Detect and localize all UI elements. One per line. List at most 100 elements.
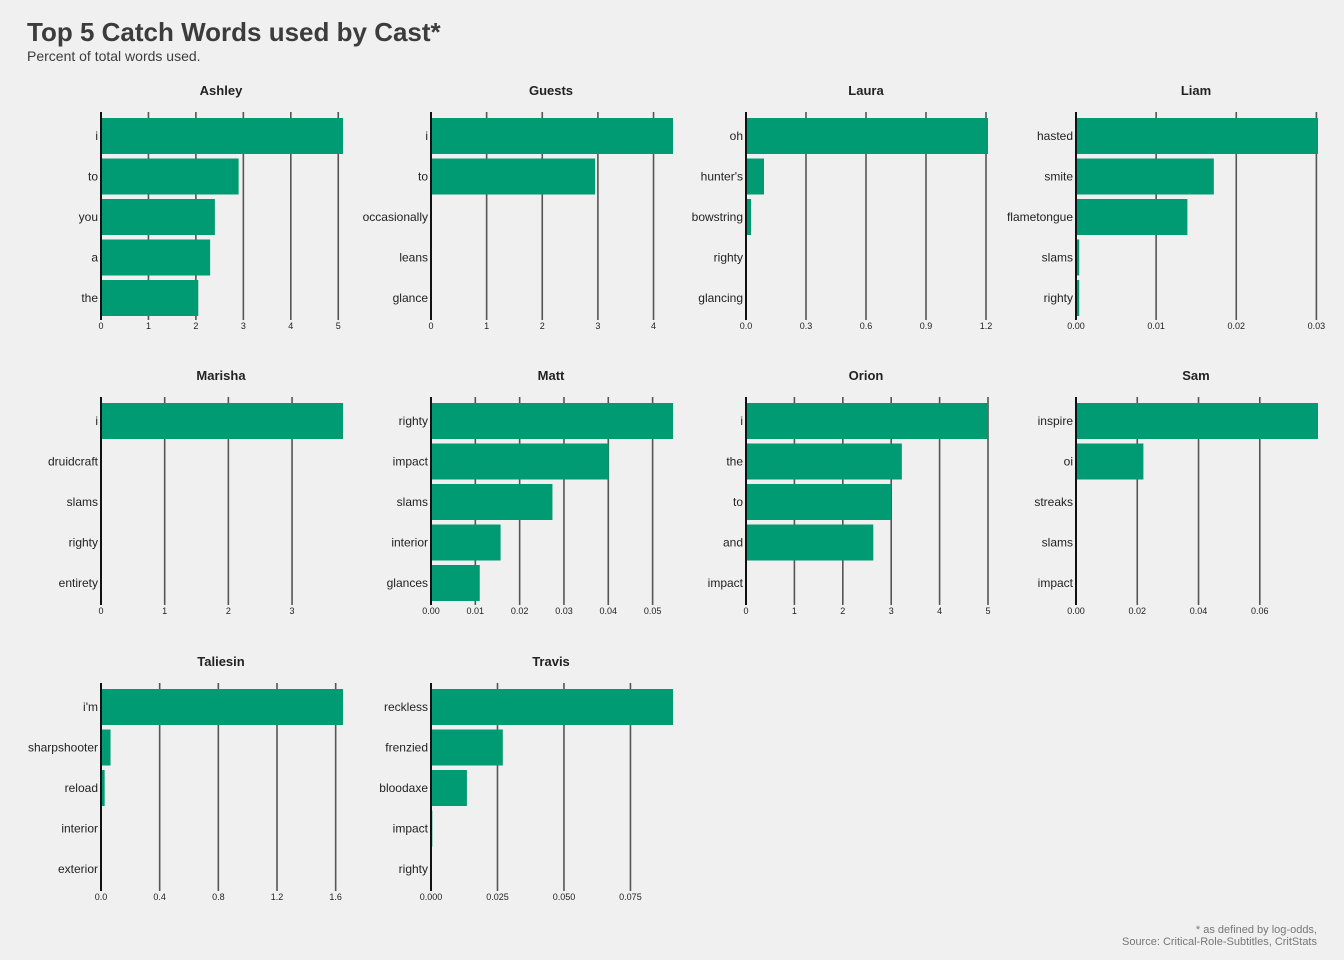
tick-label: 0.8	[212, 892, 225, 902]
tick-label: 3	[290, 606, 295, 616]
bar-laura-hunter-s	[746, 158, 764, 195]
tick-label: 2	[840, 606, 845, 616]
bar-ashley-i	[101, 118, 343, 154]
tick-label: 0.03	[555, 606, 573, 616]
panel-liam: Liam 0.00 0.01 0.02 0.03 hasted smite flametong…	[1007, 83, 1325, 331]
tick-label: 0.9	[920, 321, 933, 331]
panel-laura: Laura 0.0 0.3 0.6 0.9 1.2 oh hunter's bowstring r…	[692, 83, 993, 331]
chart-caption: * as defined by log-odds, Source: Critic…	[1122, 924, 1317, 948]
tick-label: 1.2	[271, 892, 284, 902]
bar-travis-bloodaxe	[431, 770, 467, 806]
tick-label: 5	[336, 321, 341, 331]
category-label: and	[723, 536, 743, 550]
category-label: i	[425, 129, 428, 143]
caption-definition: * as defined by log-odds,	[1195, 924, 1317, 936]
category-label: to	[418, 170, 428, 184]
bar-orion-and	[746, 524, 874, 561]
bar-ashley-a	[101, 239, 211, 276]
panel-title-matt: Matt	[538, 368, 565, 383]
category-label: i'm	[83, 700, 98, 714]
tick-label: 0.0	[95, 892, 108, 902]
category-label: impact	[708, 576, 744, 590]
bar-matt-interior	[431, 524, 501, 561]
tick-label: 4	[288, 321, 293, 331]
tick-label: 3	[595, 321, 600, 331]
tick-label: 0.0	[740, 321, 753, 331]
bar-matt-righty	[431, 403, 673, 439]
bar-travis-reckless	[431, 689, 673, 725]
bar-orion-i	[746, 403, 988, 439]
category-label: to	[733, 495, 743, 509]
tick-label: 0.01	[1147, 321, 1165, 331]
panel-taliesin: Taliesin 0.0 0.4 0.8 1.2 1.6 i'm sharpshooter re…	[28, 654, 343, 902]
tick-label: 0.02	[1129, 606, 1147, 616]
bar-liam-hasted	[1076, 118, 1318, 154]
category-label: oi	[1064, 455, 1073, 469]
bar-liam-flametongue	[1076, 199, 1188, 235]
category-label: i	[95, 129, 98, 143]
tick-label: 0.6	[860, 321, 873, 331]
category-label: exterior	[58, 862, 98, 876]
panel-title-ashley: Ashley	[200, 83, 243, 98]
category-label: slams	[397, 495, 428, 509]
tick-label: 0.00	[1067, 606, 1085, 616]
panel-title-laura: Laura	[848, 83, 884, 98]
bar-laura-bowstring	[746, 199, 751, 235]
bar-ashley-to	[101, 158, 239, 195]
category-label: righty	[1044, 291, 1073, 305]
tick-label: 0	[98, 606, 103, 616]
tick-label: 0.05	[644, 606, 662, 616]
category-label: streaks	[1034, 495, 1073, 509]
bar-taliesin-reload	[101, 770, 105, 806]
tick-label: 0.025	[486, 892, 509, 902]
tick-label: 1	[792, 606, 797, 616]
tick-label: 0	[98, 321, 103, 331]
tick-label: 1	[484, 321, 489, 331]
bar-matt-impact	[431, 443, 609, 480]
bar-matt-glances	[431, 565, 480, 601]
category-label: sharpshooter	[28, 741, 98, 755]
category-label: you	[79, 210, 98, 224]
category-label: slams	[1042, 536, 1073, 550]
category-label: inspire	[1038, 414, 1074, 428]
category-label: hasted	[1037, 129, 1073, 143]
category-label: righty	[69, 536, 98, 550]
tick-label: 3	[889, 606, 894, 616]
category-label: i	[95, 414, 98, 428]
tick-label: 1.2	[980, 321, 993, 331]
category-label: glancing	[698, 291, 743, 305]
tick-label: 0.00	[422, 606, 440, 616]
category-label: entirety	[59, 576, 98, 590]
tick-label: 0.01	[467, 606, 485, 616]
panel-title-liam: Liam	[1181, 83, 1211, 98]
bar-liam-slams	[1076, 239, 1080, 276]
chart-title: Top 5 Catch Words used by Cast*	[27, 17, 441, 47]
chart-subtitle: Percent of total words used.	[27, 48, 201, 64]
category-label: slams	[67, 495, 98, 509]
category-label: impact	[393, 455, 429, 469]
tick-label: 0.04	[1190, 606, 1208, 616]
panel-title-orion: Orion	[849, 368, 884, 383]
panel-title-marisha: Marisha	[196, 368, 246, 383]
tick-label: 1	[162, 606, 167, 616]
tick-label: 1	[146, 321, 151, 331]
panel-sam: Sam 0.00 0.02 0.04 0.06 inspire oi streaks slams…	[1034, 368, 1318, 616]
category-label: glance	[393, 291, 429, 305]
panel-title-sam: Sam	[1182, 368, 1209, 383]
bar-liam-smite	[1076, 158, 1214, 195]
tick-label: 0.00	[1067, 321, 1085, 331]
category-label: slams	[1042, 251, 1073, 265]
category-label: bloodaxe	[379, 781, 428, 795]
bar-taliesin-i-m	[101, 689, 343, 725]
bar-orion-the	[746, 443, 902, 480]
tick-label: 0.02	[1227, 321, 1245, 331]
tick-label: 0.06	[1251, 606, 1269, 616]
category-label: frenzied	[385, 741, 428, 755]
bar-ashley-you	[101, 199, 215, 235]
faceted-bar-chart: Ashley 0 1 2 3 4 5 i to you a the Guests 0 1 2 3 4 i to occa…	[28, 83, 1325, 902]
bar-ashley-the	[101, 280, 199, 316]
panel-title-travis: Travis	[532, 654, 570, 669]
tick-label: 5	[985, 606, 990, 616]
bar-marisha-i	[101, 403, 343, 439]
category-label: interior	[391, 536, 428, 550]
